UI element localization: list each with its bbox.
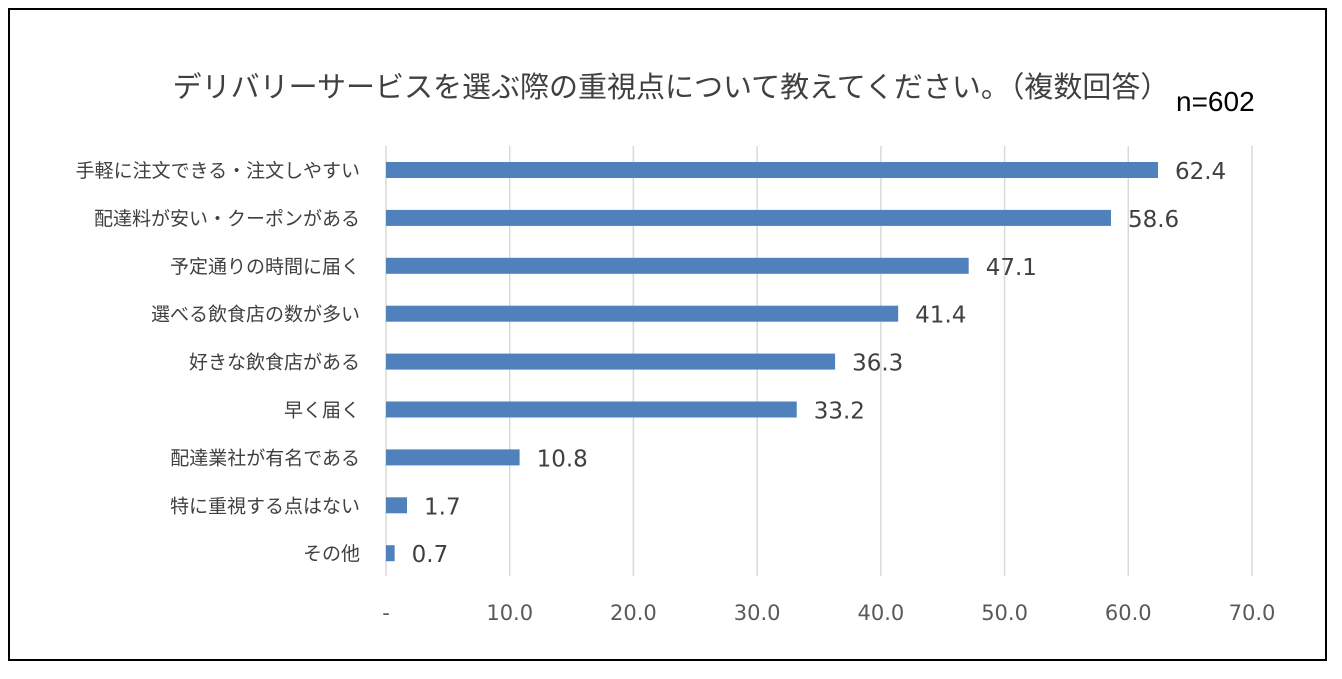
value-label: 58.6 bbox=[1128, 207, 1179, 233]
bar bbox=[386, 257, 969, 274]
bar bbox=[386, 209, 1111, 226]
x-tick-label: 60.0 bbox=[1105, 601, 1152, 625]
category-label: 特に重視する点はない bbox=[170, 495, 360, 517]
x-tick-label: 50.0 bbox=[981, 601, 1028, 625]
category-label: 手軽に注文できる・注文しやすい bbox=[76, 160, 360, 182]
bar bbox=[386, 162, 1158, 178]
chart-title: デリバリーサービスを選ぶ際の重視点について教えてください。（複数回答） bbox=[172, 70, 1170, 104]
bar bbox=[386, 545, 395, 562]
value-label: 0.7 bbox=[412, 542, 449, 568]
value-label: 1.7 bbox=[424, 494, 461, 520]
x-tick-label: 10.0 bbox=[486, 601, 533, 625]
bar bbox=[386, 353, 836, 370]
value-label: 33.2 bbox=[814, 399, 865, 425]
value-label: 47.1 bbox=[986, 255, 1037, 281]
category-label: 選べる飲食店の数が多い bbox=[151, 304, 360, 326]
bar bbox=[386, 401, 797, 418]
category-label: 好きな飲食店がある bbox=[189, 352, 360, 374]
bar bbox=[386, 449, 520, 466]
value-label: 62.4 bbox=[1175, 159, 1226, 185]
category-label: 配達業社が有名である bbox=[170, 447, 360, 469]
value-label: 41.4 bbox=[915, 303, 966, 329]
x-tick-label: 40.0 bbox=[857, 601, 904, 625]
x-tick-label: 70.0 bbox=[1229, 601, 1276, 625]
x-tick-label: - bbox=[382, 601, 390, 625]
value-label: 36.3 bbox=[852, 351, 903, 377]
bar bbox=[386, 497, 408, 514]
category-label: 早く届く bbox=[284, 400, 360, 422]
value-label: 10.8 bbox=[537, 446, 588, 472]
chart-frame bbox=[8, 8, 1327, 661]
category-label: 配達料が安い・クーポンがある bbox=[94, 208, 360, 230]
category-label: その他 bbox=[303, 543, 360, 565]
category-label: 予定通りの時間に届く bbox=[170, 256, 360, 278]
x-tick-label: 30.0 bbox=[734, 601, 781, 625]
bar bbox=[386, 305, 899, 322]
x-tick-label: 20.0 bbox=[610, 601, 657, 625]
sample-size-note: n=602 bbox=[1176, 86, 1255, 117]
